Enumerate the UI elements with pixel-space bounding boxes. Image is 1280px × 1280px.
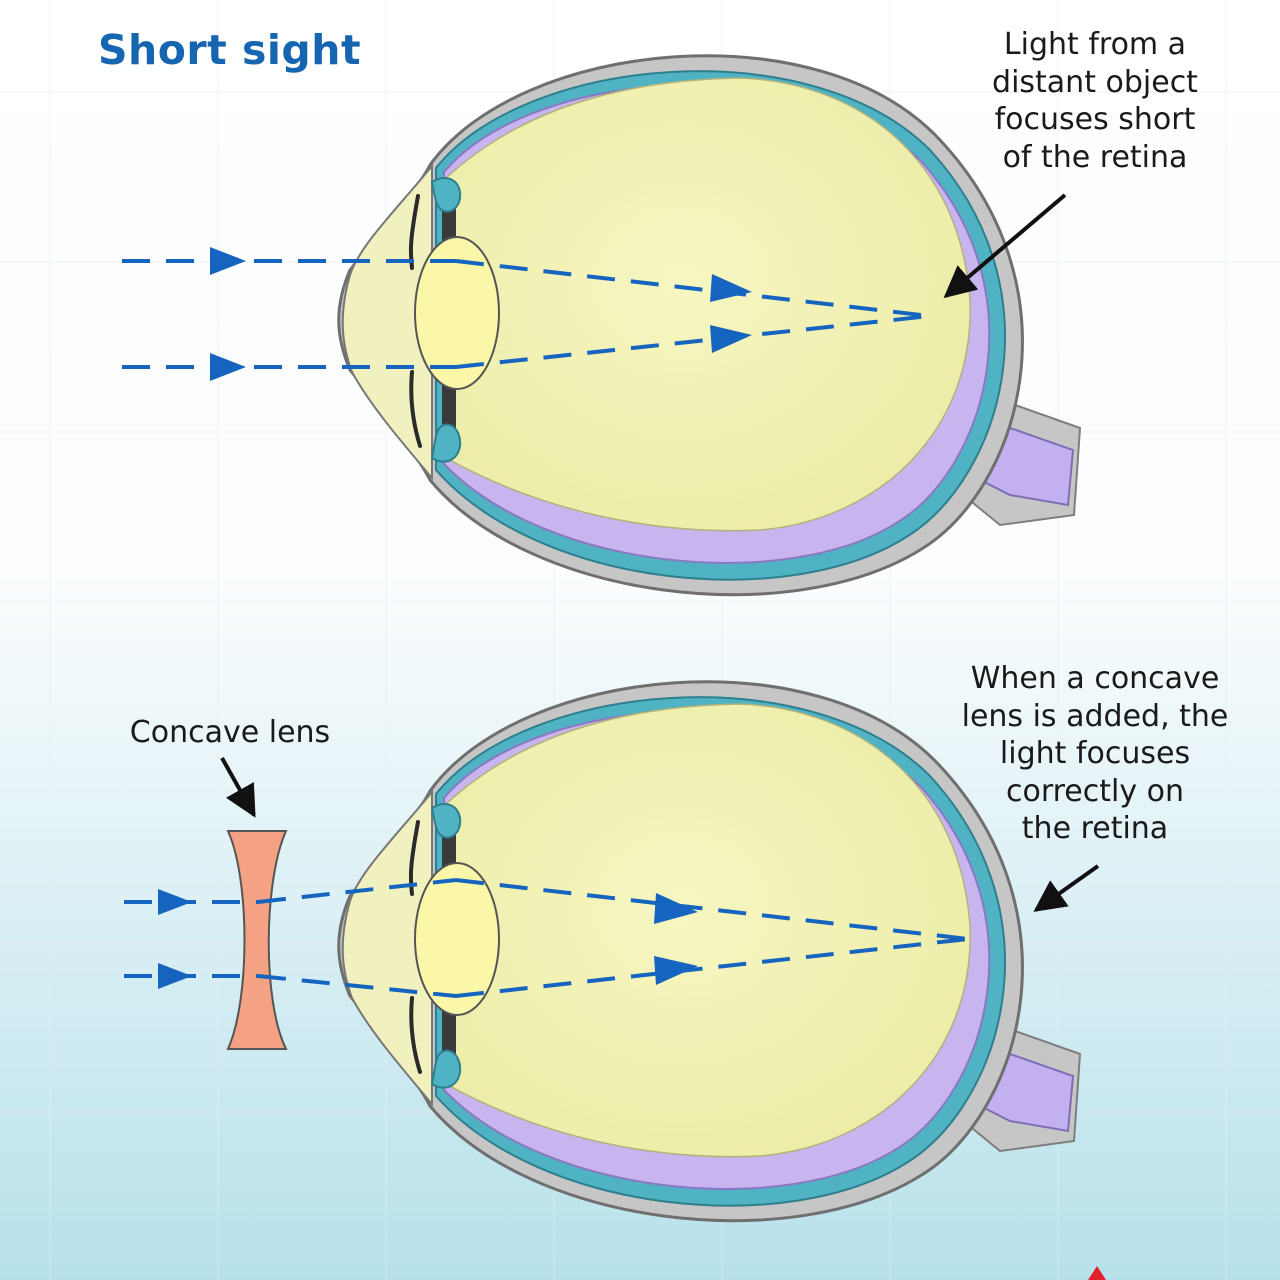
logo-partial (1088, 1266, 1106, 1280)
annotation-line: Light from a (1003, 27, 1187, 62)
annotation-corrected: When a concave lens is added, the light … (935, 660, 1255, 848)
annotation-line: When a concave (970, 661, 1220, 696)
annotation-line: the retina (1021, 811, 1169, 846)
annotation-line: distant object (992, 64, 1198, 100)
annotation-line: lens is added, the (961, 698, 1229, 734)
pointer-arrow-concave-lens (220, 757, 256, 818)
annotation-line: focuses short (994, 102, 1196, 137)
light-rays-uncorrected (122, 259, 931, 369)
ray-arrowheads-uncorrected (210, 247, 752, 381)
annotation-line: correctly on (1005, 773, 1185, 809)
pointer-arrow-retina-focus (1033, 864, 1100, 912)
annotation-uncorrected: Light from a distant object focuses shor… (955, 26, 1235, 176)
annotation-line: light focuses (999, 736, 1191, 771)
concave-lens (226, 830, 288, 1050)
ray-arrowheads-corrected (158, 889, 698, 989)
concave-lens-label: Concave lens (129, 715, 331, 750)
pointer-arrow-focus-point (943, 193, 1067, 299)
page-title: Short sight (98, 26, 362, 74)
annotation-line: of the retina (1002, 139, 1188, 175)
